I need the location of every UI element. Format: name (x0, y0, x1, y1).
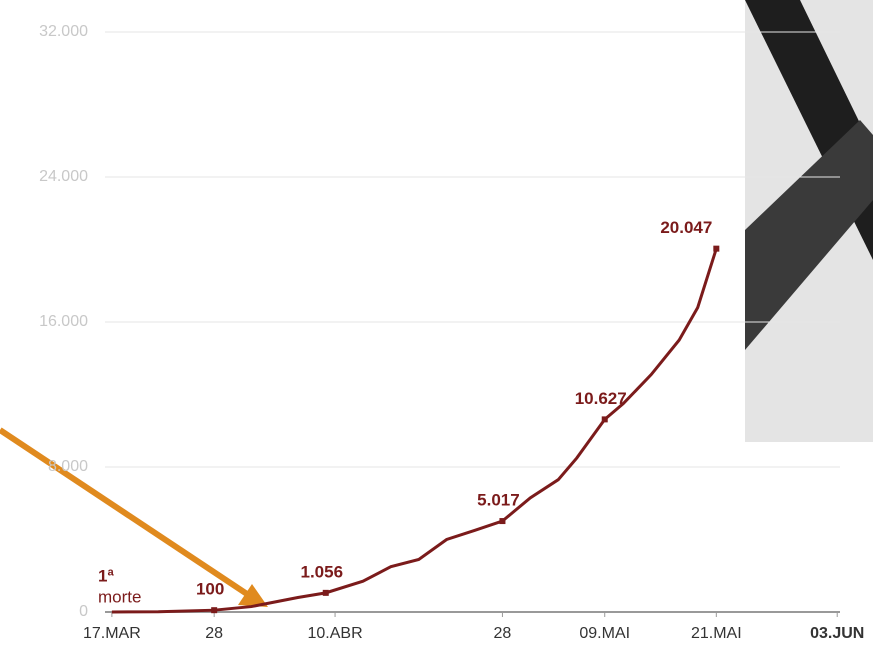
data-label: 10.627 (575, 389, 627, 408)
x-tick-label: 28 (494, 625, 512, 642)
data-label: 20.047 (660, 218, 712, 237)
arrow (0, 427, 268, 607)
data-label: 100 (196, 580, 224, 599)
data-label: 1.056 (300, 562, 343, 581)
y-tick-label: 16.000 (39, 313, 88, 330)
x-tick-label: 21.MAI (691, 625, 742, 642)
x-tick-label: 03.JUN (810, 625, 864, 642)
point-marker (499, 518, 506, 525)
y-tick-label: 24.000 (39, 168, 88, 185)
y-tick-label: 0 (79, 603, 88, 620)
annotation: 1ª (98, 566, 114, 585)
point-marker (322, 589, 329, 596)
point-marker (713, 245, 720, 252)
line (111, 248, 718, 614)
x-tick-label: 09.MAI (579, 625, 630, 642)
point-marker (211, 607, 218, 614)
y-tick-label: 32.000 (39, 23, 88, 40)
point-marker (601, 416, 608, 423)
x-tick-label: 28 (205, 625, 223, 642)
annotation: morte (98, 587, 141, 606)
ribbon-photo (745, 0, 873, 442)
x-tick-label: 10.ABR (307, 625, 362, 642)
x-tick-label: 17.MAR (83, 625, 141, 642)
data-label: 5.017 (477, 491, 520, 510)
y-tick-label: 8.000 (48, 458, 88, 475)
